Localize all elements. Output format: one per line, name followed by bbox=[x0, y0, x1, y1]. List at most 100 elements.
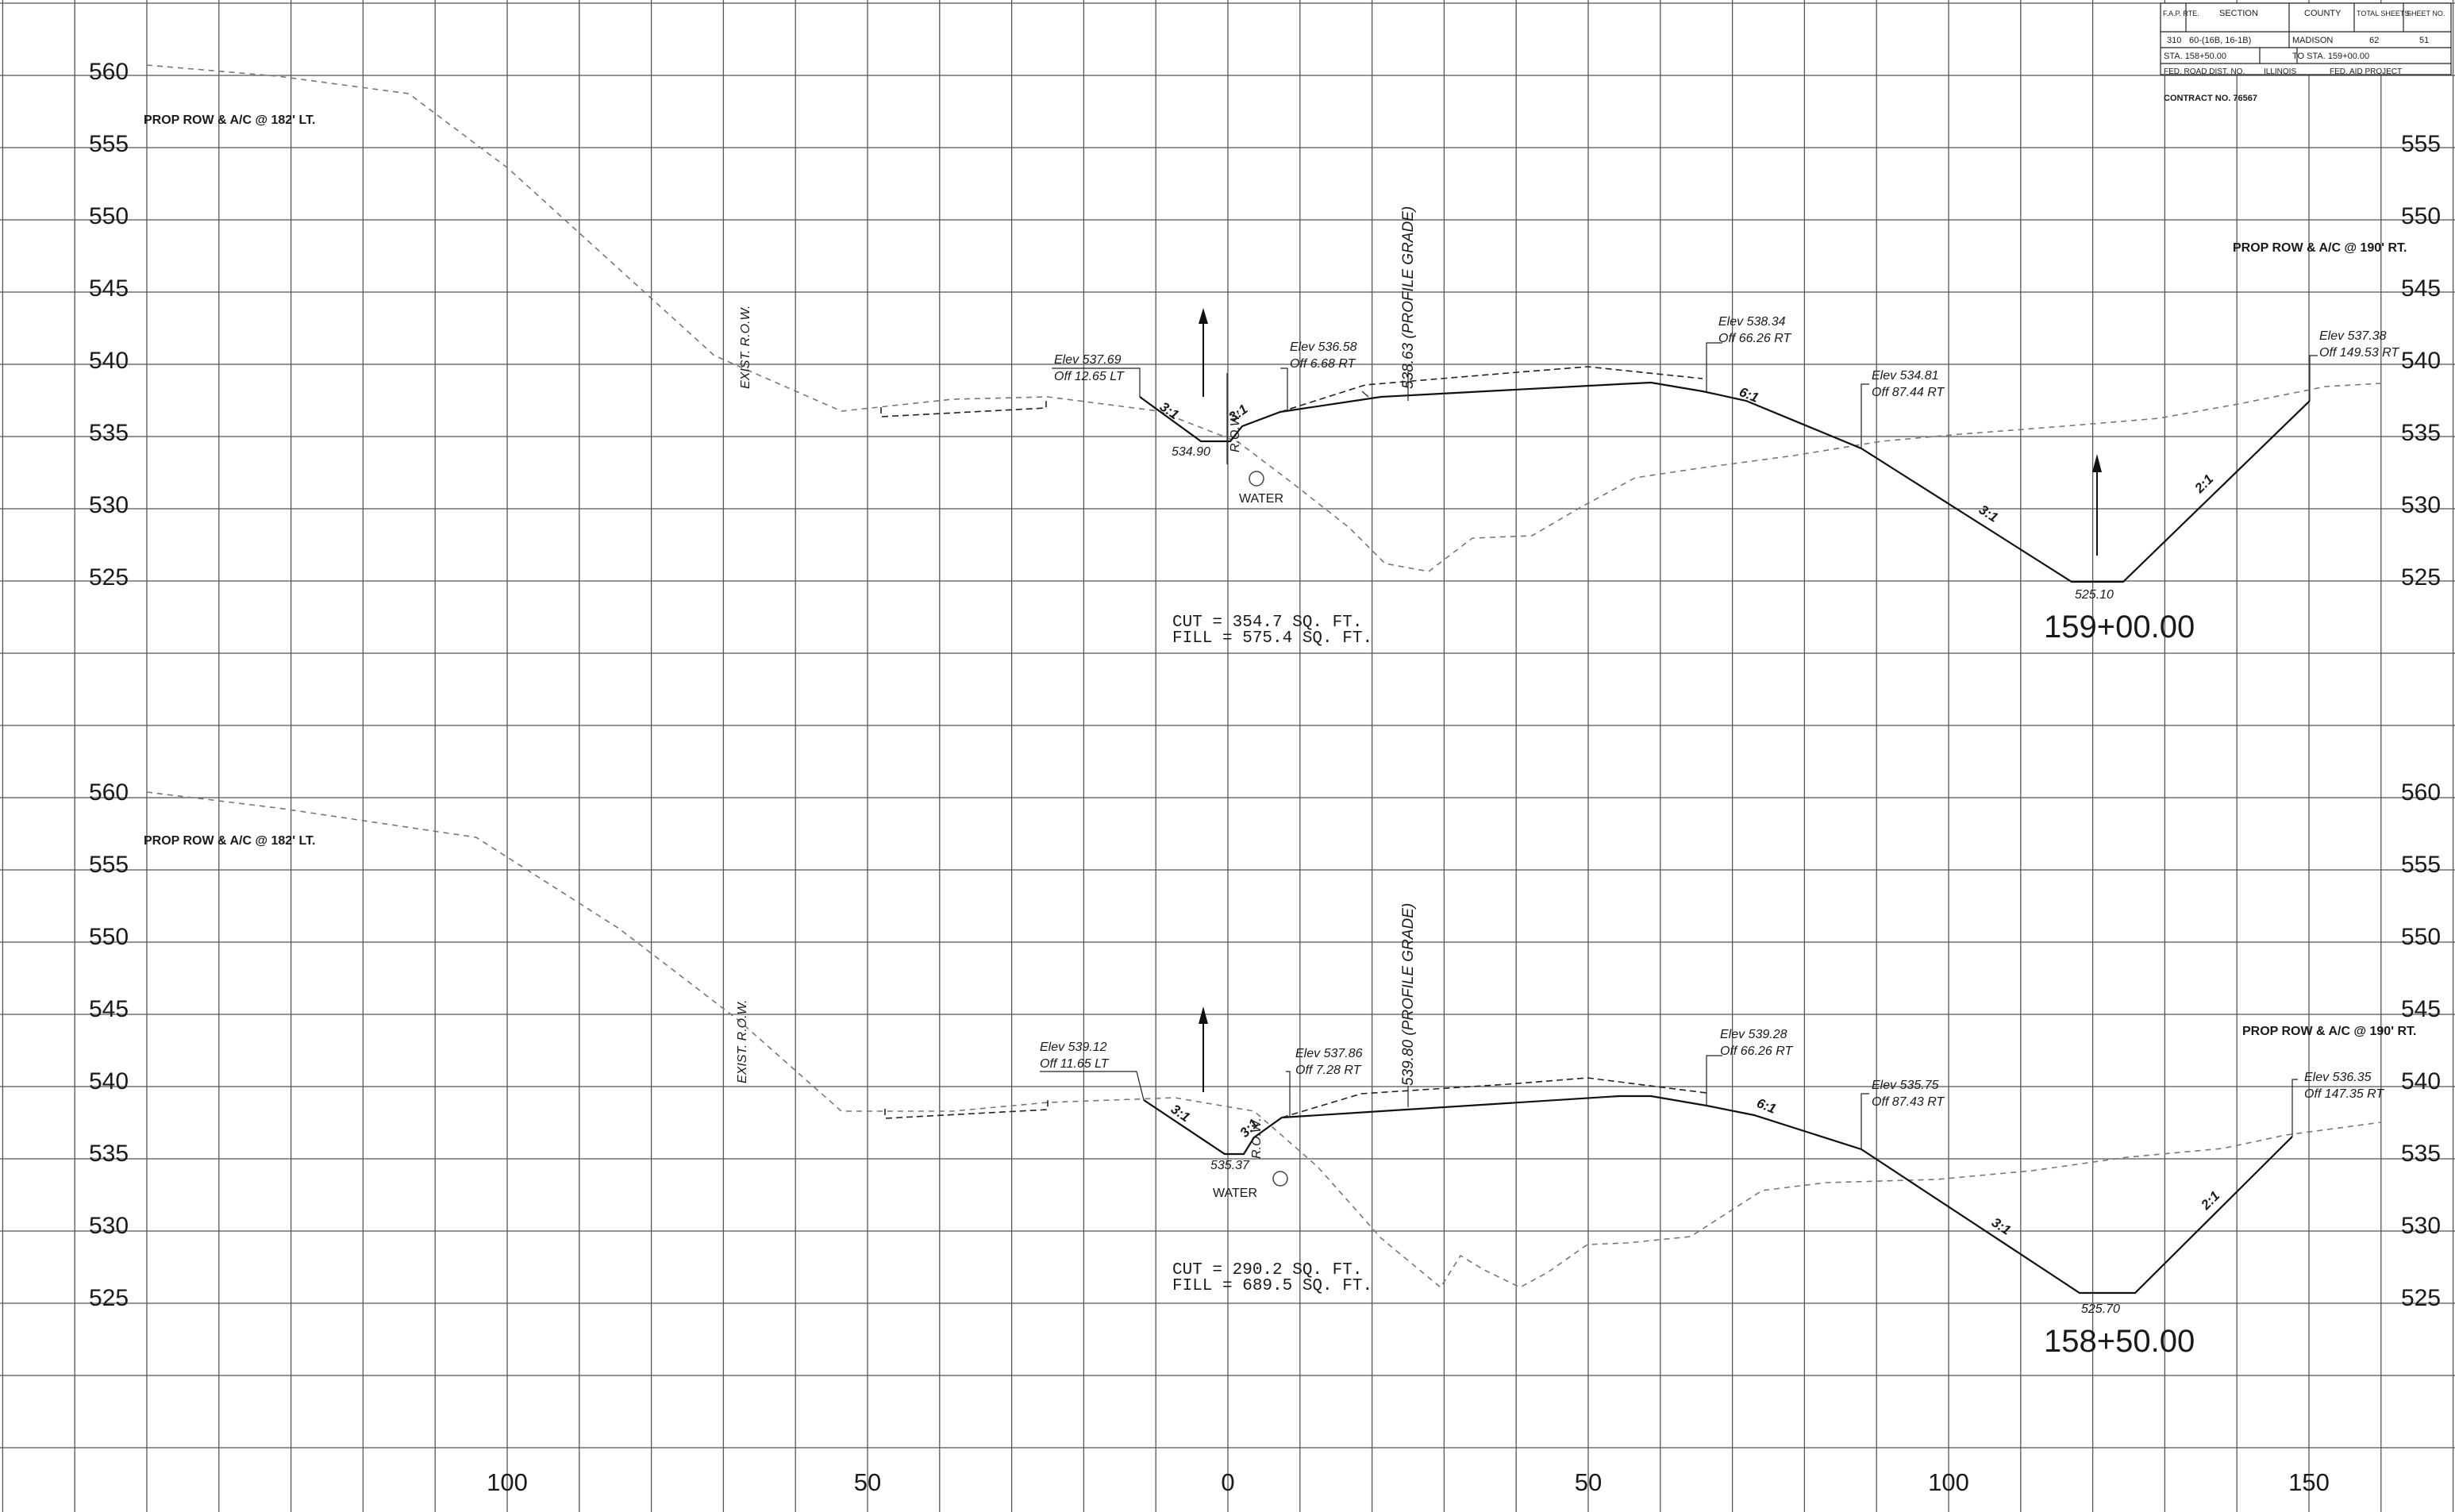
elev-tick: 540 bbox=[2401, 1068, 2441, 1095]
callout-off: Off 87.44 RT bbox=[1872, 386, 1945, 399]
tb-fed-road-dist: FED. ROAD DIST. NO. bbox=[2164, 67, 2245, 76]
elev-tick: 545 bbox=[89, 275, 129, 302]
elev-tick: 540 bbox=[2401, 348, 2441, 374]
tb-total-sheets: 62 bbox=[2369, 36, 2379, 45]
existing-ground-line bbox=[146, 64, 2382, 572]
tb-contract: CONTRACT NO. 76567 bbox=[2164, 94, 2257, 103]
callout-leader-4 bbox=[1860, 383, 1869, 448]
exist-row-label: EXIST. R.O.W. bbox=[736, 1000, 749, 1084]
elev-tick: 560 bbox=[89, 59, 129, 85]
callout-leader-5 bbox=[2309, 355, 2318, 401]
callout-off: Off 66.26 RT bbox=[1718, 332, 1792, 345]
cut-area: CUT = 290.2 SQ. FT. bbox=[1172, 1261, 1362, 1279]
callout-elev: Elev 534.81 bbox=[1872, 369, 1939, 383]
elevation-axis-right-top: 555 550 545 540 535 530 525 bbox=[2401, 131, 2441, 591]
elev-tick: 555 bbox=[89, 852, 129, 878]
exist-row-label: EXIST. R.O.W. bbox=[739, 306, 752, 390]
callout-elev: Elev 537.69 bbox=[1054, 353, 1122, 367]
elev-tick: 555 bbox=[89, 131, 129, 157]
profile-grade-label: 538.63 (PROFILE GRADE) bbox=[1400, 206, 1417, 389]
elev-tick: 545 bbox=[2401, 996, 2441, 1022]
callout-off: Off 66.26 RT bbox=[1720, 1045, 1794, 1058]
callout-elev: Elev 537.38 bbox=[2319, 329, 2387, 343]
arrow-up-icon bbox=[2092, 454, 2102, 556]
tb-county-label: COUNTY bbox=[2304, 9, 2341, 18]
ditch-left-elev: 535.37 bbox=[1210, 1159, 1250, 1172]
fill-area: FILL = 575.4 SQ. FT. bbox=[1172, 629, 1372, 648]
tb-total-sheets-label: TOTAL SHEETS bbox=[2357, 10, 2409, 17]
offset-tick-label: 150 bbox=[2288, 1468, 2330, 1496]
callout-leader-1 bbox=[1052, 367, 1141, 397]
elev-tick: 540 bbox=[89, 1068, 129, 1095]
offset-tick-label: 50 bbox=[1575, 1468, 1602, 1496]
offset-tick-label: 100 bbox=[487, 1468, 528, 1496]
elevation-axis-left-bottom: 560 555 550 545 540 535 530 525 bbox=[89, 779, 129, 1311]
row-label: R.O.W. bbox=[1229, 411, 1242, 452]
prop-row-right-label: PROP ROW & A/C @ 190' RT. bbox=[2242, 1025, 2416, 1038]
callout-elev: Elev 539.12 bbox=[1040, 1041, 1107, 1054]
elev-tick: 560 bbox=[89, 779, 129, 806]
tb-section-label: SECTION bbox=[2219, 9, 2258, 18]
offset-tick-label: 50 bbox=[854, 1468, 881, 1496]
arrow-up-icon bbox=[1199, 308, 1208, 397]
tb-sta-from: STA. 158+50.00 bbox=[2164, 52, 2226, 61]
elev-tick: 550 bbox=[89, 203, 129, 229]
tb-state: ILLINOIS bbox=[2264, 67, 2296, 76]
callout-elev: Elev 535.75 bbox=[1872, 1079, 1939, 1092]
section-158-50: 560 555 550 545 540 535 530 525 560 555 … bbox=[89, 779, 2441, 1359]
elev-tick: 560 bbox=[2401, 779, 2441, 806]
tb-sheet-no: 51 bbox=[2419, 36, 2429, 45]
callout-leader-2 bbox=[1280, 367, 1288, 412]
elev-tick: 550 bbox=[2401, 203, 2441, 229]
station-label: 159+00.00 bbox=[2044, 610, 2195, 644]
station-label: 158+50.00 bbox=[2044, 1324, 2195, 1359]
callout-leader-1 bbox=[1040, 1071, 1145, 1101]
water-icon bbox=[1272, 1171, 1288, 1187]
slope-label: 2:1 bbox=[2191, 471, 2217, 497]
profile-grade-label: 539.80 (PROFILE GRADE) bbox=[1400, 903, 1417, 1086]
water-label: WATER bbox=[1213, 1187, 1257, 1200]
callout-elev: Elev 537.86 bbox=[1295, 1047, 1363, 1060]
tb-sta-to: TO STA. 159+00.00 bbox=[2292, 52, 2369, 61]
elev-tick: 525 bbox=[2401, 564, 2441, 591]
callout-leader-2 bbox=[1286, 1071, 1291, 1118]
ditch-right-elev: 525.10 bbox=[2075, 588, 2114, 602]
prop-row-right-label: PROP ROW & A/C @ 190' RT. bbox=[2233, 241, 2407, 255]
slope-label: 3:1 bbox=[1168, 1102, 1193, 1125]
proposed-pavement-dashed bbox=[1281, 1077, 1707, 1118]
slope-label: 6:1 bbox=[1737, 384, 1761, 406]
callout-elev: Elev 536.58 bbox=[1290, 340, 1357, 354]
section-159-00: 560 555 550 545 540 535 530 525 555 550 … bbox=[89, 59, 2441, 648]
tb-fed-aid-project: FED. AID PROJECT bbox=[2330, 67, 2402, 76]
existing-ground-line bbox=[146, 791, 2382, 1289]
callout-leader-3 bbox=[1706, 1055, 1722, 1106]
tb-county: MADISON bbox=[2292, 36, 2333, 45]
prop-row-left-label: PROP ROW & A/C @ 182' LT. bbox=[144, 834, 315, 848]
elev-tick: 540 bbox=[89, 348, 129, 374]
arrow-up-icon bbox=[1199, 1006, 1208, 1092]
prop-row-left-label: PROP ROW & A/C @ 182' LT. bbox=[144, 113, 315, 127]
elevation-axis-left-top: 560 555 550 545 540 535 530 525 bbox=[89, 59, 129, 591]
offset-axis: 100 50 0 50 100 150 bbox=[487, 1468, 2330, 1496]
cut-area: CUT = 354.7 SQ. FT. bbox=[1172, 614, 1362, 632]
water-label: WATER bbox=[1239, 492, 1283, 506]
elev-tick: 545 bbox=[89, 996, 129, 1022]
callout-leader-3 bbox=[1706, 342, 1722, 391]
elev-tick: 555 bbox=[2401, 131, 2441, 157]
elev-tick: 550 bbox=[89, 924, 129, 950]
fill-area: FILL = 689.5 SQ. FT. bbox=[1172, 1277, 1372, 1295]
elev-tick: 555 bbox=[2401, 852, 2441, 878]
elev-tick: 535 bbox=[89, 420, 129, 446]
elev-tick: 535 bbox=[2401, 420, 2441, 446]
proposed-pavement-dashed bbox=[1279, 366, 1703, 413]
proposed-section-line bbox=[1139, 381, 2311, 583]
title-block: F.A.P. RTE. SECTION COUNTY TOTAL SHEETS … bbox=[2160, 2, 2452, 103]
ditch-left-elev: 534.90 bbox=[1172, 445, 1210, 459]
elevation-axis-right-bottom: 560 555 550 545 540 535 530 525 bbox=[2401, 779, 2441, 1311]
callout-off: Off 7.28 RT bbox=[1295, 1064, 1362, 1077]
proposed-section-line bbox=[1143, 1095, 2293, 1295]
elev-tick: 535 bbox=[2401, 1141, 2441, 1167]
callout-off: Off 149.53 RT bbox=[2319, 346, 2399, 360]
